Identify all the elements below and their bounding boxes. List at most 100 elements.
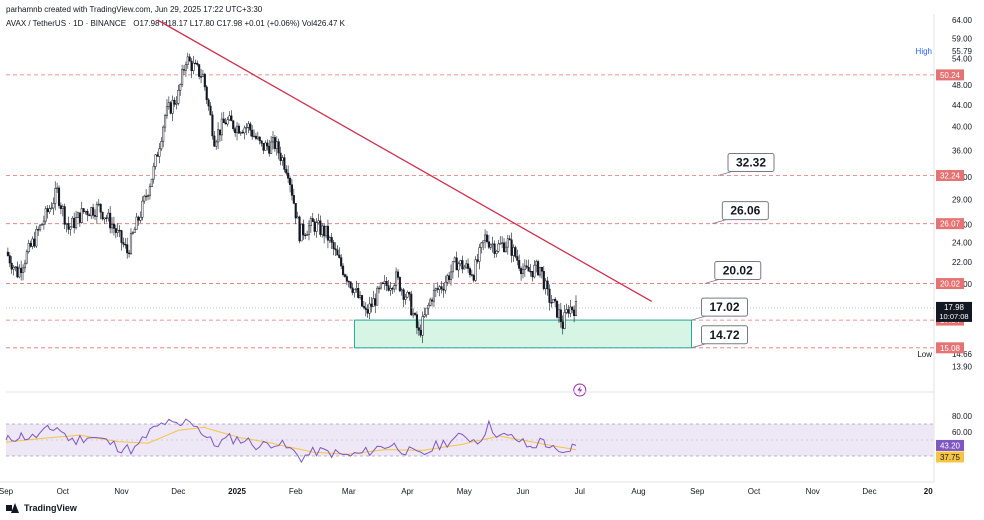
candle	[107, 208, 110, 222]
candle	[444, 275, 447, 294]
candle	[137, 215, 140, 226]
candle	[54, 181, 57, 211]
candle	[283, 154, 286, 173]
candle	[152, 162, 155, 184]
candle	[315, 218, 318, 238]
candle	[425, 307, 428, 318]
candle	[304, 233, 307, 240]
candle	[128, 250, 131, 258]
candle	[419, 324, 422, 338]
date-tick-label: Aug	[631, 487, 645, 496]
tradingview-logo-icon	[6, 503, 20, 513]
candle	[463, 264, 466, 270]
candle	[109, 206, 112, 234]
candle	[535, 259, 538, 273]
candle	[351, 283, 354, 296]
candle	[73, 212, 76, 234]
date-tick-label: Sep	[0, 487, 14, 496]
candle	[196, 60, 199, 67]
candle	[264, 140, 267, 151]
date-tick-label: Sep	[690, 487, 705, 496]
candle	[338, 247, 341, 259]
candle	[317, 213, 320, 225]
candle	[438, 285, 441, 297]
candle	[531, 271, 534, 282]
svg-text:50.24: 50.24	[940, 71, 961, 80]
candle	[521, 263, 525, 279]
candle	[207, 98, 210, 111]
candle	[396, 269, 400, 280]
candle	[529, 263, 532, 277]
symbol-name[interactable]: AVAX / TetherUS · 1D · BINANCE	[6, 19, 127, 28]
svg-text:10:07:08: 10:07:08	[939, 312, 968, 321]
candle	[518, 254, 521, 272]
candle	[275, 136, 278, 156]
candle	[285, 165, 288, 176]
candle	[254, 132, 258, 141]
candle	[468, 266, 471, 278]
candle	[114, 224, 117, 239]
candle	[220, 112, 223, 141]
price-tick-label: 13.90	[952, 362, 973, 371]
candle	[42, 215, 45, 230]
candle	[574, 295, 578, 317]
candle	[154, 153, 157, 170]
rsi-line	[5, 418, 577, 464]
candle	[353, 288, 356, 298]
candle	[75, 210, 78, 230]
candle	[296, 211, 299, 219]
candle	[540, 266, 543, 279]
candle	[146, 194, 150, 201]
candle	[345, 274, 348, 286]
candle	[177, 84, 180, 106]
candle	[21, 264, 25, 281]
candle	[112, 216, 115, 236]
candle	[56, 182, 59, 193]
candle	[389, 281, 392, 296]
candle	[321, 223, 324, 238]
candle	[506, 234, 509, 255]
candle	[554, 297, 557, 308]
candle	[313, 219, 316, 236]
candle	[33, 231, 36, 249]
candle	[12, 265, 15, 276]
ohlc-readout: O17.98 H18.17 L17.80 C17.98 +0.01 (+0.06…	[133, 19, 345, 28]
candle	[260, 140, 263, 147]
candle	[118, 225, 121, 238]
candle	[71, 216, 74, 228]
tradingview-brand[interactable]: TradingView	[6, 503, 77, 513]
callout-label: 26.06	[730, 204, 760, 218]
candle	[548, 284, 551, 311]
candle	[523, 259, 526, 277]
rsi-band	[6, 424, 934, 456]
symbol-line: AVAX / TetherUS · 1D · BINANCE O17.98 H1…	[6, 19, 345, 28]
rsi-value-badge: 43.20	[936, 439, 964, 451]
candle	[86, 208, 89, 222]
candle	[569, 300, 572, 318]
candle	[459, 259, 462, 267]
callout-14.72: 14.72	[691, 325, 749, 349]
candle	[455, 251, 458, 271]
candle	[199, 68, 203, 84]
level-badge-15.08: 15.08	[936, 342, 964, 354]
price-tick-label: 59.00	[952, 34, 973, 43]
candle	[124, 238, 127, 249]
level-badge-50.24: 50.24	[936, 69, 964, 81]
candle	[343, 273, 347, 278]
date-tick-label: Apr	[401, 487, 414, 496]
candle	[306, 230, 309, 236]
candle	[52, 197, 55, 215]
candle	[307, 220, 311, 241]
candle	[148, 183, 151, 200]
candle	[48, 205, 51, 214]
candle	[65, 222, 68, 233]
candle	[232, 119, 235, 132]
candle	[57, 185, 61, 209]
candle	[311, 212, 314, 222]
candle	[290, 179, 293, 201]
candle	[461, 255, 464, 274]
candle	[25, 249, 28, 265]
price-tick-label: 14.66	[952, 350, 973, 359]
candle	[538, 266, 542, 278]
